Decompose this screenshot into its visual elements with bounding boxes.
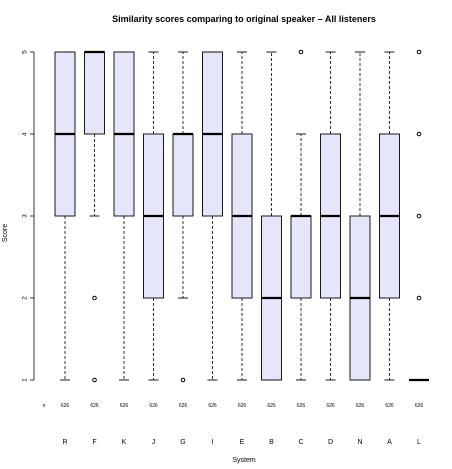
chart-title: Similarity scores comparing to original …: [112, 14, 376, 24]
iqr-box-F: [84, 51, 105, 135]
sample-size-I: 626: [208, 403, 217, 409]
system-label-L: L: [417, 439, 421, 446]
system-label-D: D: [328, 439, 333, 446]
y-tick-label-1: 1: [21, 378, 28, 382]
box-J: [143, 51, 164, 381]
box-series: [54, 49, 429, 383]
sample-size-F: 626: [90, 403, 99, 409]
sample-size-B: 626: [267, 403, 276, 409]
sample-size-J: 626: [149, 403, 158, 409]
box-F: [84, 50, 105, 383]
box-K: [113, 51, 135, 381]
y-tick-label-4: 4: [21, 132, 28, 136]
sample-size-A: 626: [385, 403, 394, 409]
sample-size-R: 626: [61, 403, 70, 409]
sample-size-L: 626: [415, 403, 424, 409]
sample-size-E: 626: [238, 403, 247, 409]
x-axis-label: System: [232, 457, 256, 464]
outlier-L-3: [416, 213, 422, 219]
box-D: [320, 51, 341, 381]
sample-size-row: 626 626 626 626 626 626 626 626 626 626 626 626 626: [61, 403, 424, 409]
system-label-C: C: [298, 439, 303, 446]
sample-size-N: 626: [356, 403, 365, 409]
sample-size-D: 626: [326, 403, 335, 409]
system-label-R: R: [62, 439, 67, 446]
y-tick-label-2: 2: [21, 296, 28, 300]
y-tick-label-5: 5: [21, 50, 28, 54]
y-axis-label: Score: [2, 224, 9, 242]
box-B: [261, 51, 282, 381]
system-label-B: B: [269, 439, 274, 446]
box-A: [379, 51, 400, 381]
box-L: [409, 49, 429, 382]
system-label-G: G: [180, 439, 185, 446]
y-axis: 1 2 3 4 5: [21, 50, 35, 382]
outlier-L-2: [416, 295, 422, 301]
system-label-I: I: [212, 439, 214, 446]
sample-size-K: 626: [120, 403, 129, 409]
outlier-F-1: [92, 377, 97, 383]
outlier-C-5: [298, 49, 304, 55]
iqr-box-C: [290, 215, 312, 299]
system-label-N: N: [357, 439, 362, 446]
box-I: [202, 51, 223, 381]
box-C: [290, 49, 312, 381]
sample-size-C: 626: [297, 403, 306, 409]
system-label-E: E: [240, 439, 245, 446]
box-E: [231, 51, 253, 381]
sample-size-prefix: n: [43, 403, 46, 409]
box-N: [349, 51, 371, 381]
system-label-J: J: [152, 439, 156, 446]
box-R: [54, 51, 76, 381]
iqr-box-G: [172, 133, 194, 217]
outlier-L-5: [416, 49, 422, 55]
outlier-G-1: [180, 377, 186, 383]
sample-size-G: 626: [179, 403, 188, 409]
box-G: [172, 51, 194, 383]
outlier-F-2: [92, 295, 97, 301]
system-label-A: A: [387, 439, 392, 446]
y-tick-label-3: 3: [21, 214, 28, 218]
system-label-F: F: [92, 439, 96, 446]
outlier-L-4: [416, 131, 422, 137]
system-label-K: K: [122, 439, 127, 446]
